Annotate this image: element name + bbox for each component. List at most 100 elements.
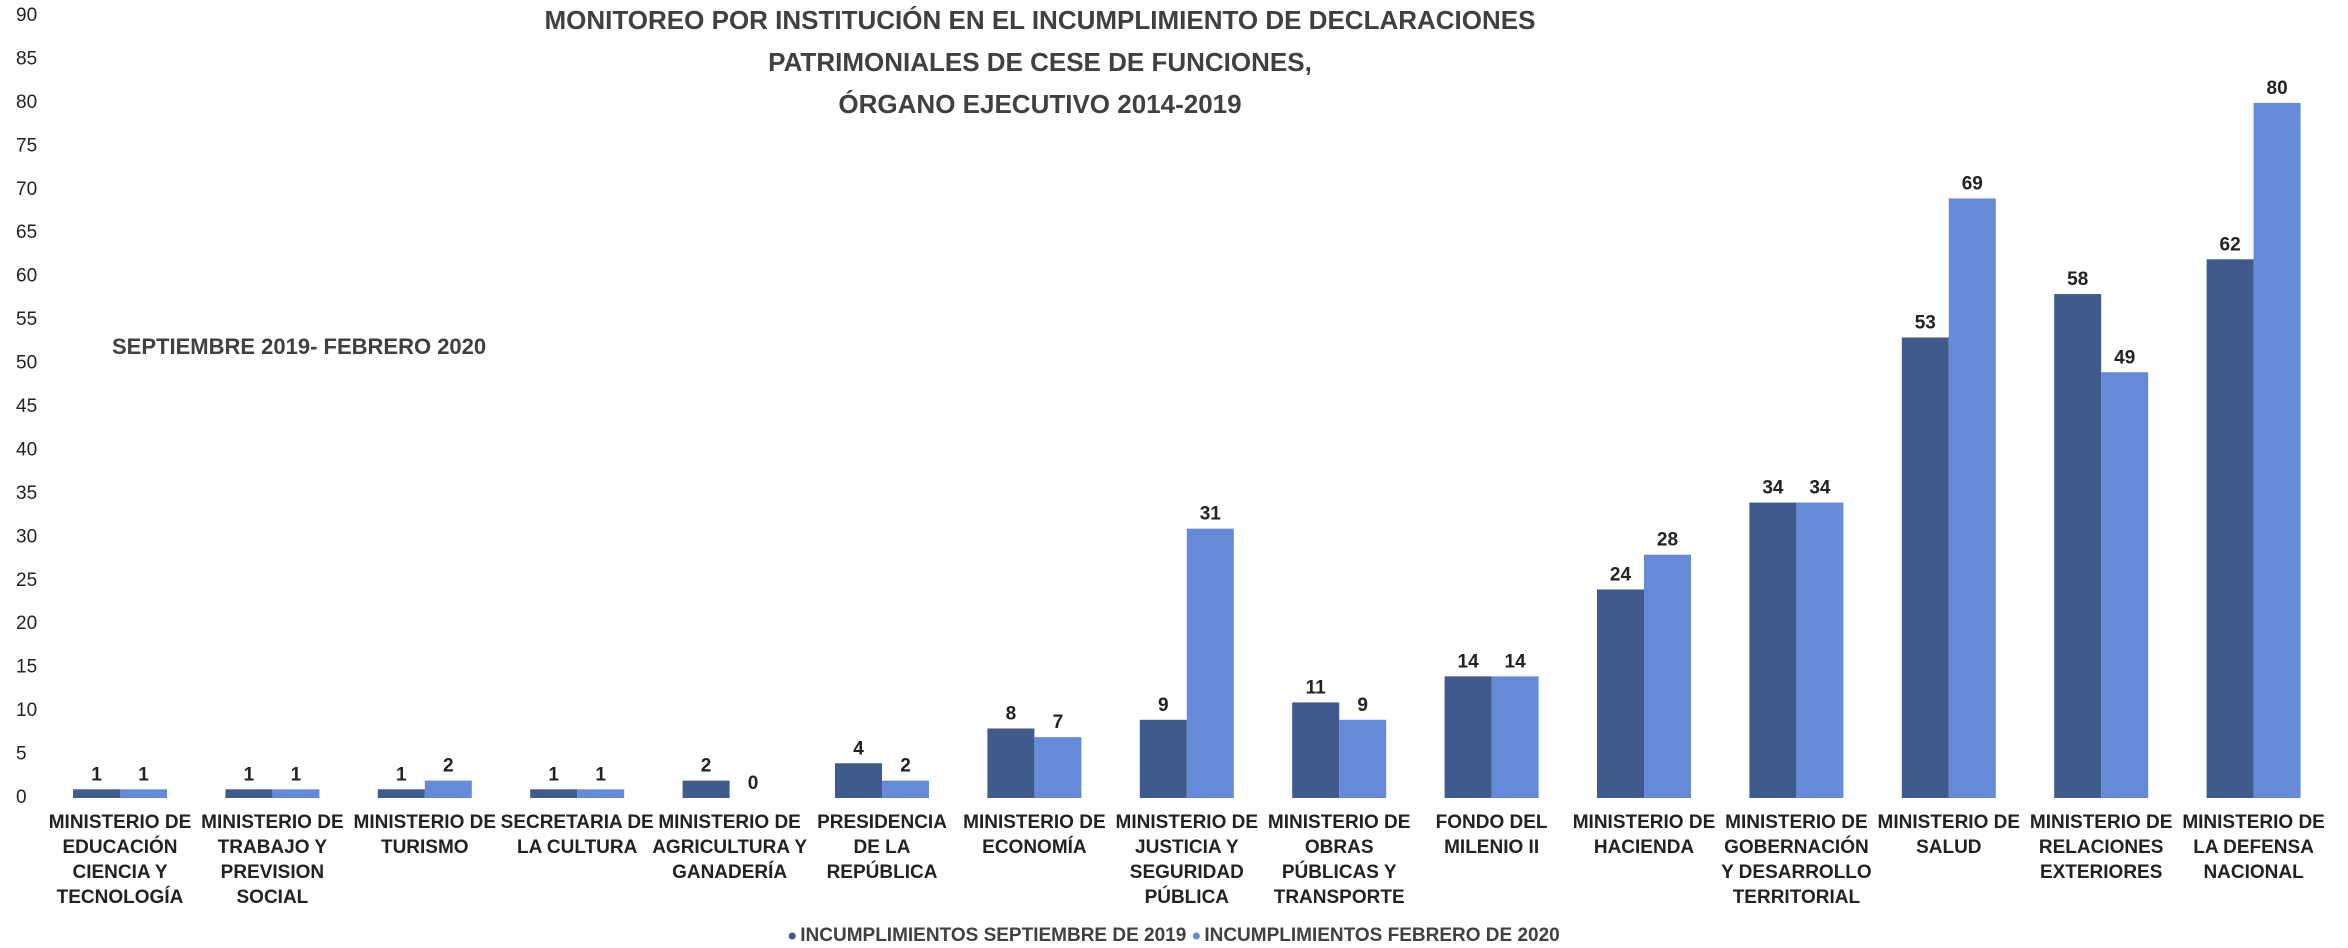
data-label: 9 bbox=[1158, 695, 1169, 716]
x-tick-label: MINISTERIO DE JUSTICIA Y SEGURIDAD PÚBLI… bbox=[1115, 812, 1259, 908]
data-label: 1 bbox=[595, 764, 606, 785]
y-tick-label: 25 bbox=[16, 570, 37, 591]
bar bbox=[2253, 102, 2301, 798]
data-label: 24 bbox=[1610, 564, 1632, 585]
bar bbox=[1292, 702, 1340, 798]
data-label: 1 bbox=[548, 764, 559, 785]
bar bbox=[1186, 528, 1234, 798]
legend-label: INCUMPLIMIENTOS FEBRERO DE 2020 bbox=[1204, 925, 1559, 946]
data-label: 14 bbox=[1505, 651, 1527, 672]
y-tick-label: 50 bbox=[16, 353, 37, 374]
y-tick-label: 85 bbox=[16, 48, 37, 69]
y-tick-label: 0 bbox=[16, 787, 27, 808]
bar bbox=[2206, 259, 2254, 798]
legend-marker bbox=[788, 932, 796, 940]
y-tick-label: 75 bbox=[16, 135, 37, 156]
bar bbox=[835, 763, 882, 798]
y-tick-label: 70 bbox=[16, 179, 37, 200]
legend-label: INCUMPLIMIENTOS SEPTIEMBRE DE 2019 bbox=[800, 925, 1186, 946]
y-tick-label: 20 bbox=[16, 613, 37, 634]
data-label: 0 bbox=[748, 773, 759, 794]
y-tick-label: 60 bbox=[16, 266, 37, 287]
data-label: 34 bbox=[1762, 478, 1784, 499]
bar bbox=[225, 789, 273, 798]
subtitle: SEPTIEMBRE 2019- FEBRERO 2020 bbox=[112, 334, 486, 359]
bar bbox=[120, 789, 167, 798]
bar bbox=[1491, 676, 1539, 798]
chart-title: MONITOREO POR INSTITUCIÓN EN EL INCUMPLI… bbox=[545, 5, 1536, 35]
data-label: 1 bbox=[138, 764, 149, 785]
x-tick-label: MINISTERIO DE TURISMO bbox=[353, 812, 497, 858]
x-tick-label: MINISTERIO DE ECONOMÍA bbox=[963, 812, 1106, 858]
y-tick-label: 5 bbox=[16, 744, 27, 765]
x-tick-label: MINISTERIO DE EDUCACIÓN CIENCIA Y TECNOL… bbox=[48, 812, 192, 908]
data-label: 49 bbox=[2114, 347, 2135, 368]
x-tick-label: MINISTERIO DE GOBERNACIÓN Y DESARROLLO T… bbox=[1721, 812, 1872, 908]
data-label: 1 bbox=[291, 764, 302, 785]
data-label: 8 bbox=[1006, 704, 1017, 725]
data-label: 14 bbox=[1458, 651, 1480, 672]
y-tick-label: 80 bbox=[16, 92, 37, 113]
bar bbox=[2054, 294, 2102, 798]
bar bbox=[987, 728, 1035, 798]
data-label: 34 bbox=[1809, 478, 1831, 499]
bar bbox=[1034, 737, 1082, 798]
bar bbox=[1444, 676, 1492, 798]
data-label: 80 bbox=[2267, 78, 2288, 99]
bar bbox=[1948, 198, 1996, 798]
x-tick-label: FONDO DEL MILENIO II bbox=[1435, 812, 1548, 858]
bar bbox=[272, 789, 320, 798]
bar bbox=[882, 780, 929, 798]
chart-title: ÓRGANO EJECUTIVO 2014-2019 bbox=[838, 89, 1241, 119]
data-label: 9 bbox=[1357, 695, 1368, 716]
data-label: 31 bbox=[1200, 504, 1222, 525]
bar bbox=[682, 780, 730, 798]
y-tick-label: 45 bbox=[16, 396, 37, 417]
bar bbox=[1901, 337, 1949, 798]
y-tick-label: 40 bbox=[16, 439, 37, 460]
data-label: 1 bbox=[91, 764, 102, 785]
x-tick-label: MINISTERIO DE HACIENDA bbox=[1572, 812, 1716, 858]
data-label: 69 bbox=[1962, 173, 1983, 194]
data-label: 7 bbox=[1053, 712, 1064, 733]
data-label: 2 bbox=[900, 756, 911, 777]
y-tick-label: 65 bbox=[16, 222, 37, 243]
data-label: 62 bbox=[2220, 234, 2241, 255]
y-tick-label: 35 bbox=[16, 483, 37, 504]
x-tick-label: MINISTERIO DE LA DEFENSA NACIONAL bbox=[2182, 812, 2325, 883]
bar bbox=[530, 789, 578, 798]
bar bbox=[73, 789, 120, 798]
x-tick-label: MINISTERIO DE AGRICULTURA Y GANADERÍA bbox=[652, 812, 807, 883]
x-tick-label: MINISTERIO DE OBRAS PÚBLICAS Y TRANSPORT… bbox=[1267, 812, 1411, 908]
bar bbox=[1139, 719, 1187, 798]
data-label: 2 bbox=[701, 756, 712, 777]
bar bbox=[377, 789, 425, 798]
y-tick-label: 10 bbox=[16, 700, 37, 721]
data-label: 1 bbox=[396, 764, 407, 785]
data-label: 4 bbox=[853, 738, 864, 759]
x-tick-label: SECRETARIA DE LA CULTURA bbox=[500, 812, 654, 858]
y-tick-label: 15 bbox=[16, 657, 37, 678]
x-tick-label: MINISTERIO DE TRABAJO Y PREVISION SOCIAL bbox=[201, 812, 344, 908]
bar bbox=[1749, 502, 1797, 798]
data-label: 1 bbox=[244, 764, 255, 785]
y-tick-label: 55 bbox=[16, 309, 37, 330]
bar bbox=[424, 780, 472, 798]
legend-marker bbox=[1192, 932, 1200, 940]
data-label: 11 bbox=[1306, 677, 1327, 698]
data-label: 28 bbox=[1657, 530, 1678, 551]
data-label: 58 bbox=[2067, 269, 2088, 290]
x-tick-label: MINISTERIO DE RELACIONES EXTERIORES bbox=[2029, 812, 2173, 883]
bar bbox=[1644, 554, 1691, 798]
bar bbox=[2101, 372, 2149, 798]
data-label: 2 bbox=[443, 756, 454, 777]
bar bbox=[1796, 502, 1844, 798]
y-tick-label: 30 bbox=[16, 526, 37, 547]
x-tick-label: MINISTERIO DE SALUD bbox=[1877, 812, 2021, 858]
x-tick-label: PRESIDENCIA DE LA REPÚBLICA bbox=[817, 812, 947, 883]
data-label: 53 bbox=[1915, 313, 1936, 334]
bar bbox=[1597, 589, 1644, 798]
bar bbox=[1339, 719, 1387, 798]
